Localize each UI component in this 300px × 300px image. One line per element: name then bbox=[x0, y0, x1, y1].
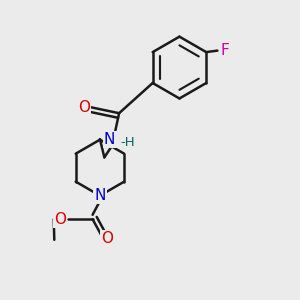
Text: N: N bbox=[94, 188, 106, 202]
Text: O: O bbox=[54, 212, 66, 227]
Text: F: F bbox=[220, 43, 229, 58]
Text: O: O bbox=[78, 100, 90, 115]
Text: O: O bbox=[101, 231, 113, 246]
Text: N: N bbox=[104, 132, 115, 147]
Text: -H: -H bbox=[121, 136, 135, 148]
